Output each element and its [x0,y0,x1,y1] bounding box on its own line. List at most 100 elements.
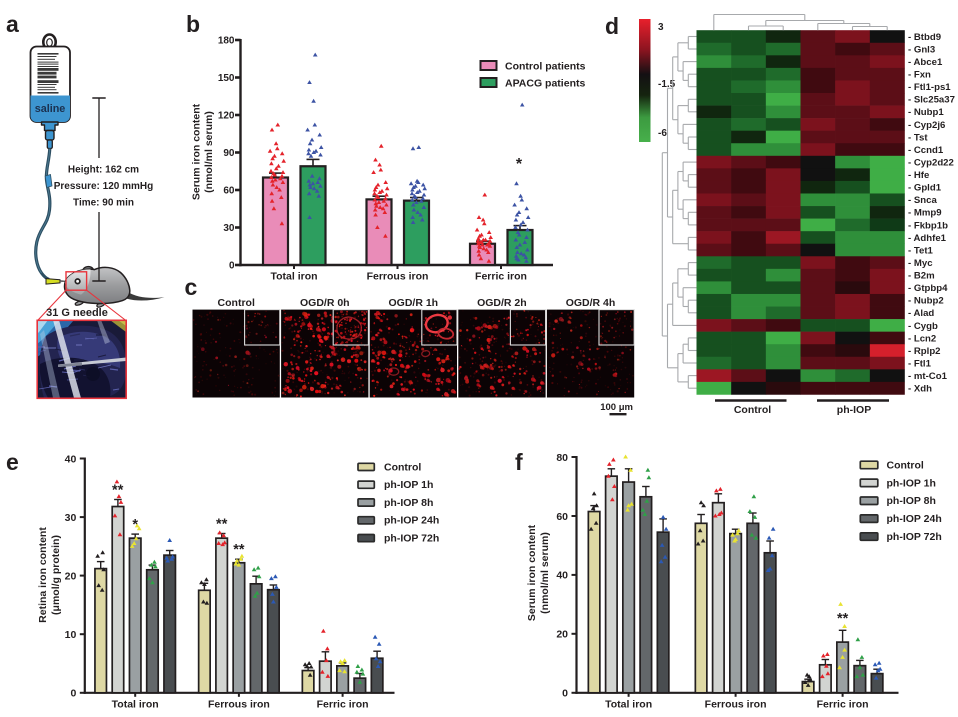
svg-text:*: * [132,517,138,533]
svg-text:- Gnl3: - Gnl3 [908,44,935,55]
svg-text:- Abce1: - Abce1 [908,57,943,68]
svg-text:c: c [185,274,198,300]
svg-text:90: 90 [223,148,235,159]
svg-text:10: 10 [65,629,77,641]
svg-text:0: 0 [70,688,76,700]
svg-text:-6: -6 [658,128,667,139]
svg-text:ph-IOP 8h: ph-IOP 8h [887,495,936,507]
svg-text:- Slc25a37: - Slc25a37 [908,95,955,106]
svg-text:80: 80 [556,452,568,464]
svg-text:30: 30 [223,223,235,234]
svg-text:Ferric iron: Ferric iron [475,271,527,283]
svg-text:- Gtpbp4: - Gtpbp4 [908,283,948,294]
svg-text:(μmol/g protein): (μmol/g protein) [50,535,62,615]
svg-text:- Adhfe1: - Adhfe1 [908,233,947,244]
svg-text:b: b [186,11,200,37]
svg-text:ph-IOP 72h: ph-IOP 72h [887,531,942,543]
svg-text:ph-IOP 1h: ph-IOP 1h [887,477,936,489]
svg-text:Control: Control [384,461,421,473]
svg-text:Ferrous iron: Ferrous iron [367,271,429,283]
svg-text:3: 3 [658,22,664,33]
svg-text:Ferric iron: Ferric iron [817,699,869,711]
svg-text:f: f [515,449,523,475]
svg-text:OGD/R 0h: OGD/R 0h [300,297,350,309]
svg-text:-1.5: -1.5 [658,79,676,90]
svg-text:100 μm: 100 μm [600,402,633,413]
svg-text:- Tst: - Tst [908,132,928,143]
svg-text:- Snca: - Snca [908,195,937,206]
svg-text:ph-IOP 8h: ph-IOP 8h [384,497,433,509]
svg-text:e: e [6,449,19,475]
svg-text:31 G needle: 31 G needle [46,307,108,319]
svg-text:Serum iron content: Serum iron content [526,524,538,621]
svg-text:150: 150 [218,73,235,84]
svg-text:- Tet1: - Tet1 [908,245,934,256]
svg-text:- Alad: - Alad [908,308,934,319]
svg-text:d: d [605,13,619,39]
svg-text:20: 20 [556,629,568,641]
svg-text:- Ftl1: - Ftl1 [908,358,932,369]
svg-text:- Ccnd1: - Ccnd1 [908,145,944,156]
svg-text:Control: Control [887,459,924,471]
svg-text:**: ** [837,611,849,627]
svg-text:**: ** [112,483,124,499]
svg-text:**: ** [216,517,228,533]
svg-text:- Ftl1-ps1: - Ftl1-ps1 [908,82,951,93]
svg-text:Serum iron content: Serum iron content [191,103,203,200]
svg-text:- Myc: - Myc [908,258,933,269]
svg-text:Control: Control [734,404,771,416]
svg-text:- mt-Co1: - mt-Co1 [908,371,948,382]
svg-text:60: 60 [223,186,235,197]
svg-text:40: 40 [556,570,568,582]
svg-text:OGD/R 4h: OGD/R 4h [566,297,616,309]
svg-text:Control: Control [218,297,255,309]
svg-text:saline: saline [35,103,66,115]
svg-text:- Lcn2: - Lcn2 [908,333,936,344]
svg-text:Total iron: Total iron [112,699,159,711]
svg-text:ph-IOP 24h: ph-IOP 24h [887,513,942,525]
svg-text:Total iron: Total iron [270,271,317,283]
svg-text:APACG patients: APACG patients [505,78,585,90]
svg-text:- B2m: - B2m [908,271,935,282]
svg-text:Total iron: Total iron [605,699,652,711]
svg-text:Control patients: Control patients [505,61,586,73]
svg-text:ph-IOP 24h: ph-IOP 24h [384,515,439,527]
svg-text:- Hfe: - Hfe [908,170,929,181]
svg-text:- Cyp2j6: - Cyp2j6 [908,120,945,131]
svg-text:- Rplp2: - Rplp2 [908,346,941,357]
svg-text:0: 0 [229,261,235,272]
svg-text:180: 180 [218,36,235,47]
svg-text:(nmol/ml serum): (nmol/ml serum) [203,111,215,193]
svg-text:20: 20 [65,570,77,582]
svg-text:a: a [6,11,19,37]
svg-text:- Fxn: - Fxn [908,70,931,81]
svg-text:(nmol/ml serum): (nmol/ml serum) [539,532,551,614]
svg-text:- Nubp2: - Nubp2 [908,296,944,307]
svg-text:- Btbd9: - Btbd9 [908,32,941,43]
svg-text:Ferrous iron: Ferrous iron [208,699,270,711]
svg-text:60: 60 [556,511,568,523]
svg-text:- Cygb: - Cygb [908,321,938,332]
svg-text:- Cyp2d22: - Cyp2d22 [908,158,954,169]
svg-text:**: ** [233,542,245,558]
svg-text:Pressure: 120 mmHg: Pressure: 120 mmHg [54,181,154,192]
svg-text:Time: 90 min: Time: 90 min [73,198,134,209]
svg-text:Retina iron content: Retina iron content [37,527,49,623]
svg-text:OGD/R 1h: OGD/R 1h [389,297,439,309]
svg-text:- Xdh: - Xdh [908,384,932,395]
svg-text:- Fkbp1b: - Fkbp1b [908,220,948,231]
svg-text:- Nubp1: - Nubp1 [908,107,944,118]
svg-text:40: 40 [65,453,77,465]
svg-text:*: * [516,156,523,173]
svg-text:OGD/R 2h: OGD/R 2h [477,297,527,309]
svg-text:- Gpld1: - Gpld1 [908,183,942,194]
svg-text:30: 30 [65,512,77,524]
svg-text:Ferrous iron: Ferrous iron [705,699,767,711]
svg-text:120: 120 [218,111,235,122]
svg-text:Ferric iron: Ferric iron [317,699,369,711]
svg-text:ph-IOP 72h: ph-IOP 72h [384,533,439,545]
svg-text:ph-IOP 1h: ph-IOP 1h [384,479,433,491]
svg-text:ph-IOP: ph-IOP [837,404,871,416]
svg-text:0: 0 [562,688,568,700]
svg-text:Height: 162 cm: Height: 162 cm [68,165,139,176]
